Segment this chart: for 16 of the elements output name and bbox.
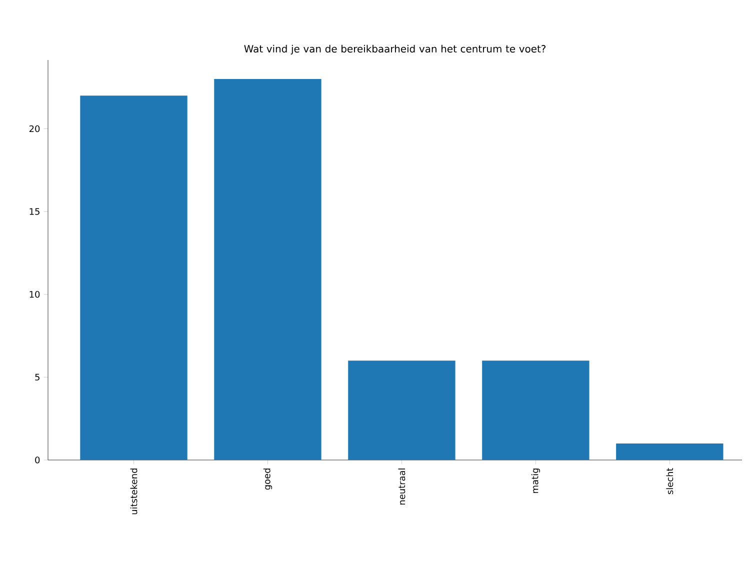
y-tick-label: 20 xyxy=(29,125,40,132)
x-tick-label: slecht xyxy=(666,468,674,494)
y-tick-label: 0 xyxy=(35,456,40,464)
y-tick-label: 15 xyxy=(30,208,40,215)
bar xyxy=(214,79,322,460)
bar xyxy=(616,443,724,460)
x-tick-label: uitstekend xyxy=(130,468,138,514)
x-tick-label: goed xyxy=(263,468,272,490)
bar xyxy=(348,360,456,460)
x-tick-label: neutraal xyxy=(398,468,406,505)
x-tick-label: matig xyxy=(531,468,540,493)
y-tick-label: 10 xyxy=(30,290,40,298)
chart-title: Wat vind je van de bereikbaarheid van het centrum te voet? xyxy=(244,44,546,55)
bar xyxy=(80,96,188,460)
y-tick-label: 5 xyxy=(35,374,40,381)
bar xyxy=(482,360,590,460)
